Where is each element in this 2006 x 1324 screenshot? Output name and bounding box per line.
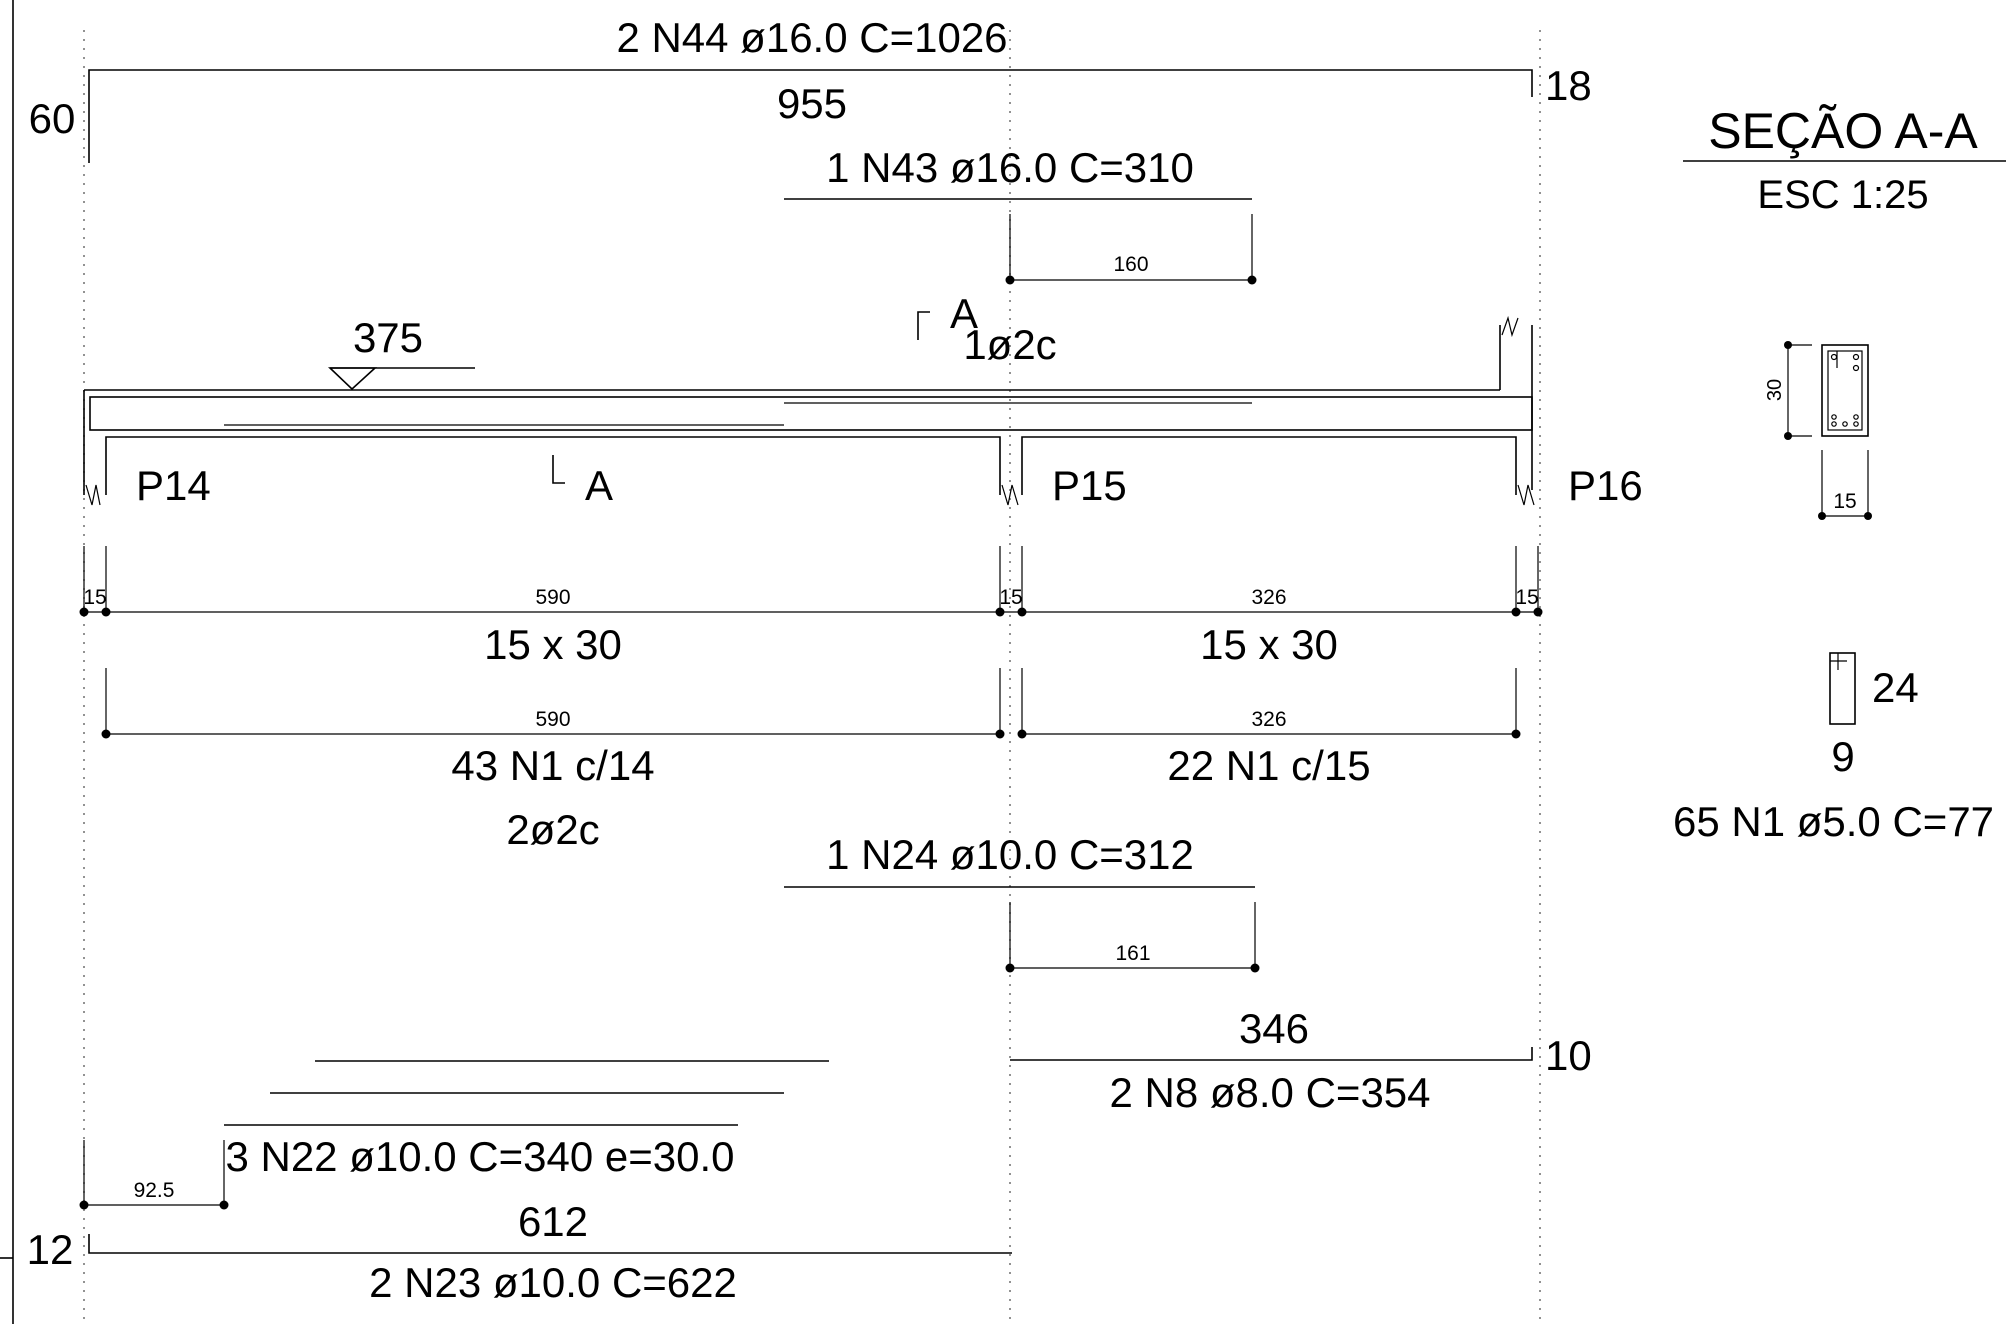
section-height-dot [1784,341,1792,349]
label-1c: 1ø2c [963,321,1056,368]
dim1-dot [995,607,1005,617]
section-bottom-bar [1853,414,1859,420]
section-bottom-bar [1831,421,1837,427]
n23-length: 612 [518,1198,588,1245]
section-outline [1821,344,1869,437]
dim2-dot [101,729,111,739]
section-width-dot [1864,512,1872,520]
support-width-p15: 15 [999,586,1022,609]
section-scale: ESC 1:25 [1757,173,1928,217]
section-top-bar [1852,364,1860,372]
n44-length: 955 [777,80,847,127]
n8-bar-shape [1010,1047,1533,1061]
section-height: 30 [1764,379,1786,401]
section-mark-top-symbol [917,311,930,340]
section-bottom-bar [1831,414,1837,420]
stirrup-detail-shape [1829,652,1856,725]
section-title: SEÇÃO A-A [1708,103,1978,159]
n23-bar-shape [88,1234,1012,1254]
section-span1: 15 x 30 [484,621,622,668]
section-mark-bottom-symbol [552,455,565,484]
stirrup-label: 65 N1 ø5.0 C=77 [1673,798,1994,845]
beam-bottom-span2 [1021,436,1517,495]
dim2-dot [995,729,1005,739]
break-symbol-p16 [1517,484,1535,506]
n44-hook-left: 60 [29,95,76,142]
stirrups-span2: 22 N1 c/15 [1167,742,1370,789]
break-symbol-p15 [1001,484,1019,506]
n43-dim-dot-right [1247,275,1257,285]
n24-dim-dot-right [1250,963,1260,973]
dim1-dot [1533,607,1543,617]
section-bottom-bar [1842,421,1848,427]
n44-label: 2 N44 ø16.0 C=1026 [616,14,1007,61]
n22-dim: 92.5 [134,1179,175,1202]
section-mark-bottom: A [585,462,613,509]
section-mark-top: A [950,290,978,337]
n44-bar-shape [88,69,1533,163]
n43-label: 1 N43 ø16.0 C=310 [826,144,1194,191]
n24-dim: 161 [1115,942,1150,965]
n43-dim-dot-left [1005,275,1015,285]
section-bottom-bar [1853,421,1859,427]
n24-label: 1 N24 ø10.0 C=312 [826,831,1194,878]
beam-inner-top-band [89,396,1533,431]
pillar-p16: P16 [1568,462,1643,509]
n22-dim-dot-right [219,1200,229,1210]
span1-dim: 590 [535,586,570,609]
level-value: 375 [353,314,423,361]
n8-label: 2 N8 ø8.0 C=354 [1109,1069,1430,1116]
section-width-dot [1818,512,1826,520]
n22-label: 3 N22 ø10.0 C=340 e=30.0 [225,1133,734,1180]
break-symbol-top [1501,315,1519,338]
label-2c: 2ø2c [506,806,599,853]
stirrup-dim1: 590 [535,708,570,731]
stirrup-height: 24 [1872,664,1919,711]
section-span2: 15 x 30 [1200,621,1338,668]
beam-bottom-span1 [105,436,1001,495]
section-top-bar [1830,353,1838,361]
level-triangle-icon [328,367,378,391]
n43-dim: 160 [1113,253,1148,276]
pillar-p15: P15 [1052,462,1127,509]
stirrups-span1: 43 N1 c/14 [451,742,654,789]
dim1-dot [1511,607,1521,617]
dim1-dot [79,607,89,617]
dim1-dot [1017,607,1027,617]
section-top-bar [1852,353,1860,361]
n44-hook-right: 18 [1545,62,1592,109]
section-stirrup [1827,350,1863,431]
n23-label: 2 N23 ø10.0 C=622 [369,1259,737,1306]
section-height-dot [1784,432,1792,440]
n22-dim-dot-left [79,1200,89,1210]
n24-dim-dot-left [1005,963,1015,973]
span2-dim: 326 [1251,586,1286,609]
support-width-p16: 15 [1515,586,1538,609]
dim1-dot [101,607,111,617]
stirrup-dim2: 326 [1251,708,1286,731]
dim2-dot [1017,729,1027,739]
stirrup-width: 9 [1831,733,1854,780]
break-symbol-p14 [85,484,101,506]
pillar-p14: P14 [136,462,211,509]
n23-hook: 12 [27,1226,74,1273]
n8-length: 346 [1239,1005,1309,1052]
support-width-p14: 15 [83,586,106,609]
section-width: 15 [1833,490,1856,513]
n8-hook: 10 [1545,1032,1592,1079]
dim2-dot [1511,729,1521,739]
